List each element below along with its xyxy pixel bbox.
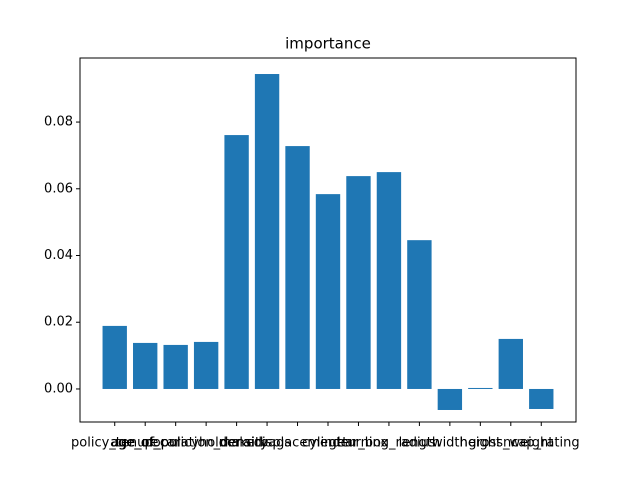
bar [163, 344, 188, 389]
x-tick-label: make [219, 436, 255, 451]
bar [315, 194, 341, 389]
bar [193, 341, 219, 389]
bar [407, 240, 432, 389]
x-tick-label: ncap_rating [503, 436, 580, 451]
bar [285, 146, 310, 389]
y-tick-label: 0.08 [44, 115, 73, 130]
bar [254, 74, 280, 389]
x-tick-label: displacement [254, 436, 342, 451]
bar [437, 388, 463, 410]
x-tick-label: length [399, 436, 440, 451]
y-tick-label: 0.02 [44, 315, 73, 330]
bar [468, 387, 493, 389]
bar [346, 176, 371, 389]
x-tick-label: population_density [144, 436, 268, 451]
x-tick-label: height [460, 436, 501, 451]
x-tick-label: width [432, 436, 468, 451]
chart-title: importance [285, 35, 371, 53]
bar [498, 338, 523, 389]
y-tick-label: 0.06 [44, 181, 73, 196]
x-tick-label: cylinder [302, 436, 355, 451]
bar [102, 325, 127, 389]
y-tick-label: 0.04 [44, 248, 73, 263]
x-tick-label: airbags [243, 436, 291, 451]
plot-frame [79, 57, 577, 423]
x-tick-label: gear_box [329, 436, 389, 451]
x-tick-label: turning_radius [342, 436, 436, 451]
x-tick-label: gross_weight [468, 436, 553, 451]
x-tick-label: age_of_car [110, 436, 181, 451]
x-tick-label: policy_tenure [71, 436, 158, 451]
y-tick-label: 0.00 [44, 381, 73, 396]
x-tick-label: age_of_policyholder [111, 436, 241, 451]
bar [376, 172, 402, 389]
bar [224, 135, 249, 389]
bar [133, 342, 158, 389]
bar [529, 388, 554, 409]
